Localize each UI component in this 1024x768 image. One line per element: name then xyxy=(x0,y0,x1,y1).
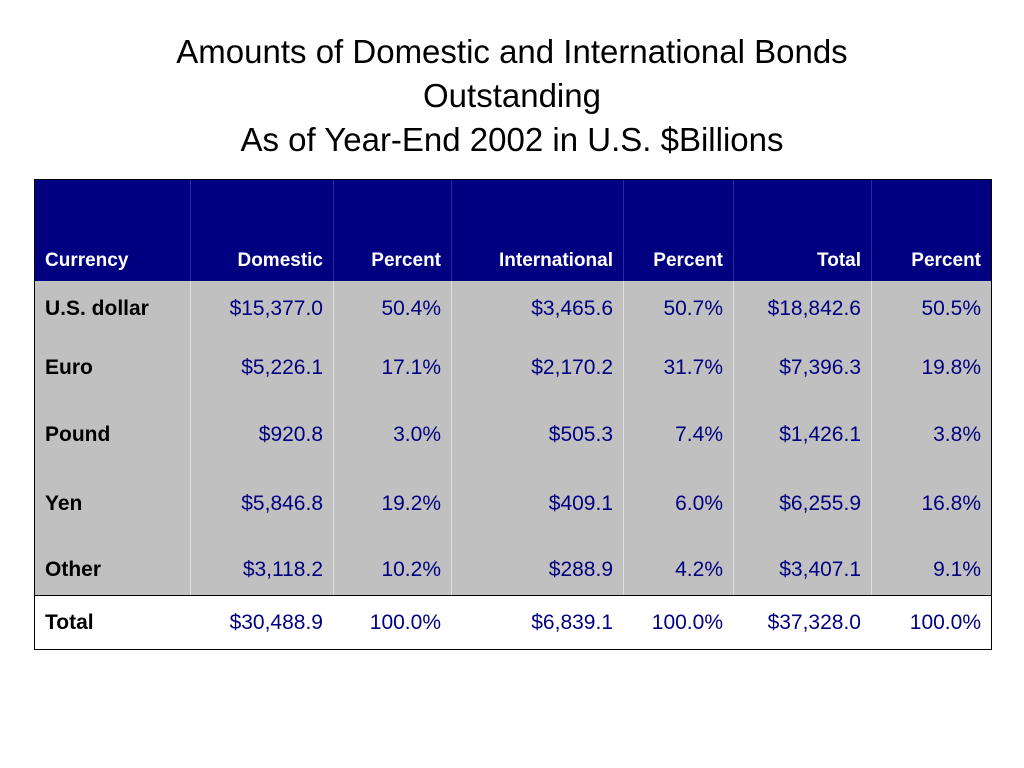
table-row-international-percent-cell: 50.7% xyxy=(623,281,733,337)
table-header-row-currency-cell: Currency xyxy=(45,250,129,271)
table-header-row: Currency Domestic Percent International Perc… xyxy=(35,180,991,281)
table-row-international-percent-cell: 6.0% xyxy=(623,460,733,529)
table-row: U.S. dollar $15,377.0 50.4% $3,465.6 50.7% $1… xyxy=(35,281,991,337)
table-row-currency-cell: Yen xyxy=(45,492,83,515)
table-row: Other $3,118.2 10.2% $288.9 4.2% $3,407.1 9.1% xyxy=(35,529,991,595)
table-total-row-international-percent-cell: 100.0% xyxy=(651,610,723,634)
table-row-international-cell: $409.1 xyxy=(451,460,623,529)
table-header-row-domestic-cell: Domestic xyxy=(190,180,333,281)
table-total-row-total-cell: $37,328.0 xyxy=(767,610,861,634)
title-line-1: Amounts of Domestic and International Bo… xyxy=(176,33,848,70)
table-row-domestic-cell: $15,377.0 xyxy=(190,281,333,337)
table-total-row-domestic-percent-cell: 100.0% xyxy=(369,610,441,634)
table-header-row-total-percent-cell: Percent xyxy=(871,180,991,281)
table-row-total-percent-cell: 9.1% xyxy=(871,529,991,595)
table-row-international-cell: $288.9 xyxy=(451,529,623,595)
table-row-domestic-percent-cell: 17.1% xyxy=(333,337,451,393)
table-row-total-cell: $7,396.3 xyxy=(733,337,871,393)
table-row-domestic-cell: $5,846.8 xyxy=(190,460,333,529)
title-line-2: Outstanding xyxy=(423,77,601,114)
table-row-domestic-cell: $5,226.1 xyxy=(190,337,333,393)
bonds-table: Currency Domestic Percent International Perc… xyxy=(34,179,992,650)
table-row-currency-cell: Euro xyxy=(45,356,93,379)
table-total-row-domestic-cell: $30,488.9 xyxy=(229,610,323,634)
table-row: Pound $920.8 3.0% $505.3 7.4% $1,426.1 3.8% xyxy=(35,393,991,460)
slide-title: Amounts of Domestic and International Bo… xyxy=(0,30,1024,162)
table-row-domestic-cell: $3,118.2 xyxy=(190,529,333,595)
table-row-international-cell: $505.3 xyxy=(451,393,623,460)
table-row-domestic-percent-cell: 10.2% xyxy=(333,529,451,595)
table-row-total-percent-cell: 50.5% xyxy=(871,281,991,337)
table-row-international-percent-cell: 4.2% xyxy=(623,529,733,595)
table-row-currency-cell: Other xyxy=(45,558,102,581)
table-row-total-percent-cell: 3.8% xyxy=(871,393,991,460)
table-row-total-cell: $18,842.6 xyxy=(733,281,871,337)
table-row-domestic-percent-cell: 50.4% xyxy=(333,281,451,337)
table-row-domestic-percent-cell: 3.0% xyxy=(333,393,451,460)
table-row-international-percent-cell: 7.4% xyxy=(623,393,733,460)
title-line-3: As of Year-End 2002 in U.S. $Billions xyxy=(240,121,784,158)
table-header-row-international-percent-cell: Percent xyxy=(623,180,733,281)
table-row-international-cell: $3,465.6 xyxy=(451,281,623,337)
table-row-international-percent-cell: 31.7% xyxy=(623,337,733,393)
table-row-total-cell: $1,426.1 xyxy=(733,393,871,460)
table-row: Yen $5,846.8 19.2% $409.1 6.0% $6,255.9 16.8% xyxy=(35,460,991,529)
table-header-row-international-cell: International xyxy=(451,180,623,281)
table-row-total-percent-cell: 19.8% xyxy=(871,337,991,393)
table-row-international-cell: $2,170.2 xyxy=(451,337,623,393)
table-total-row-currency-cell: Total xyxy=(45,610,94,634)
table-row-total-percent-cell: 16.8% xyxy=(871,460,991,529)
table-row-total-cell: $3,407.1 xyxy=(733,529,871,595)
table-total-row-total-percent-cell: 100.0% xyxy=(909,610,981,634)
table-row-total-cell: $6,255.9 xyxy=(733,460,871,529)
table-row-currency-cell: U.S. dollar xyxy=(45,297,149,320)
table-header-row-total-cell: Total xyxy=(733,180,871,281)
table-total-row-international-cell: $6,839.1 xyxy=(531,610,613,634)
table-row-currency-cell: Pound xyxy=(45,423,111,446)
table-row-domestic-cell: $920.8 xyxy=(190,393,333,460)
table-row-domestic-percent-cell: 19.2% xyxy=(333,460,451,529)
table-total-row: Total $30,488.9 100.0% $6,839.1 100.0% $37,32… xyxy=(35,595,991,649)
table-row: Euro $5,226.1 17.1% $2,170.2 31.7% $7,396.3 19… xyxy=(35,337,991,393)
table-header-row-domestic-percent-cell: Percent xyxy=(333,180,451,281)
